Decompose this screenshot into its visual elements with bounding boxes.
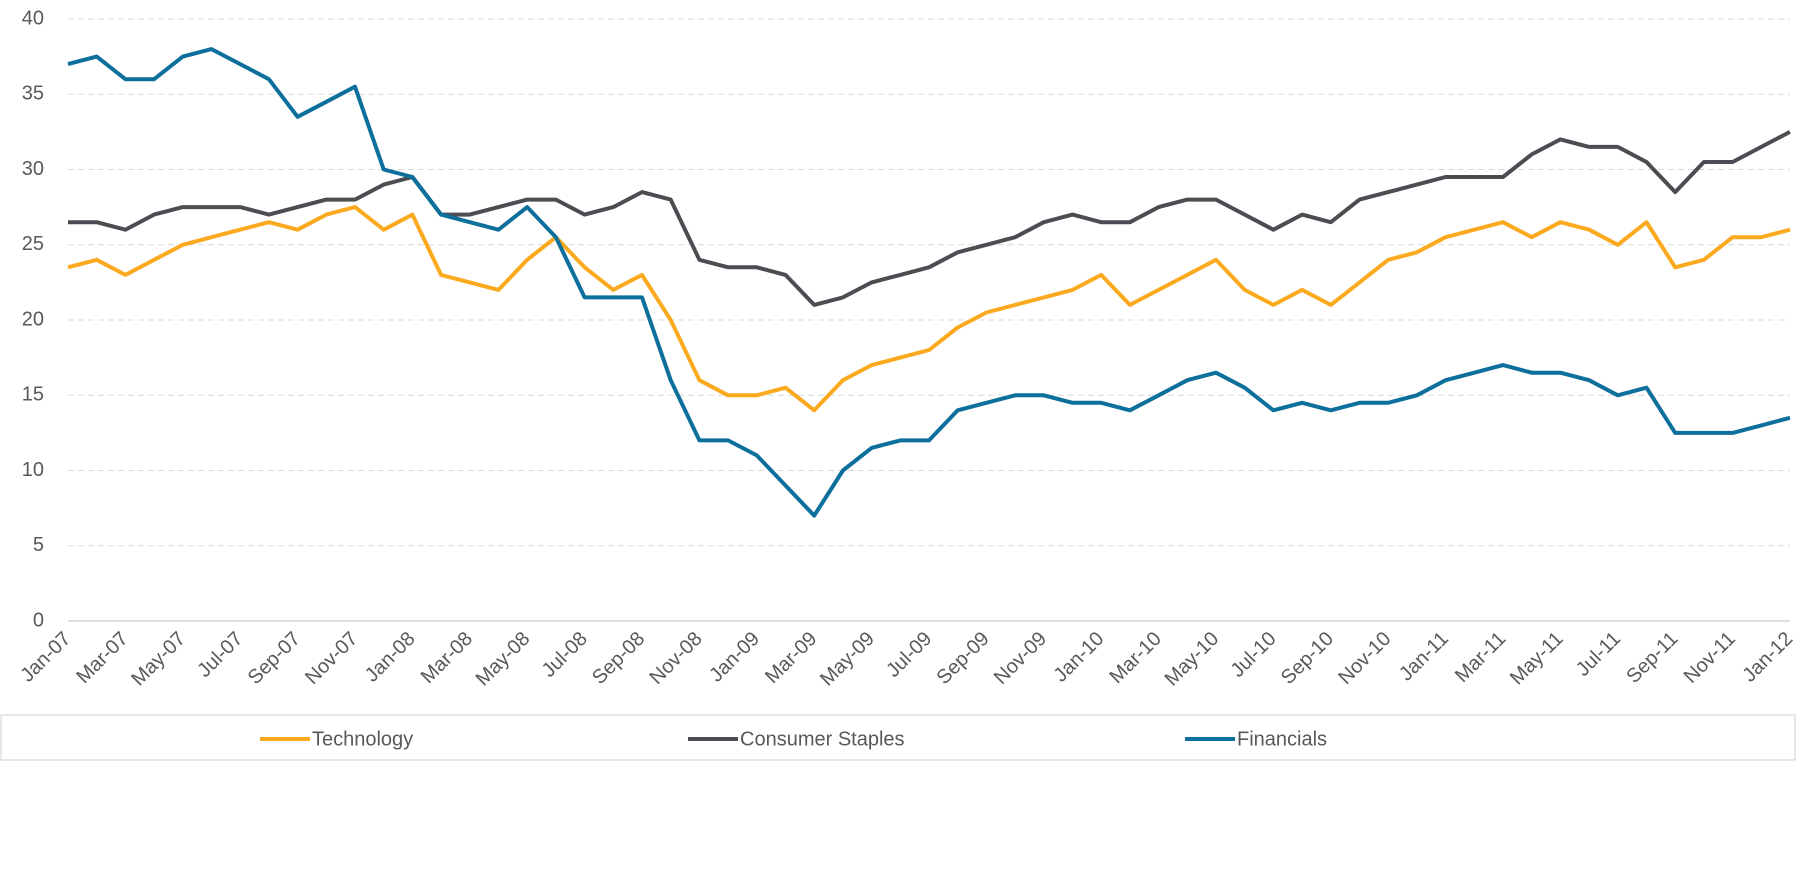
x-tick-label: Sep-10 [1277, 628, 1338, 689]
legend-label: Technology [312, 728, 413, 750]
y-tick-label: 5 [33, 534, 44, 556]
x-tick-label: Sep-08 [588, 628, 649, 689]
x-tick-label: Sep-07 [244, 628, 305, 689]
x-tick-label: Jan-07 [16, 628, 75, 687]
y-tick-label: 30 [22, 158, 44, 180]
x-tick-label: May-07 [127, 628, 190, 691]
x-tick-label: Nov-07 [301, 628, 362, 689]
x-tick-label: Sep-11 [1622, 628, 1682, 688]
y-tick-label: 35 [22, 83, 44, 105]
x-tick-label: Jan-11 [1395, 628, 1453, 686]
x-tick-label: Nov-09 [990, 628, 1051, 689]
x-tick-label: Mar-11 [1451, 628, 1510, 687]
x-tick-label: Nov-11 [1680, 628, 1740, 688]
legend-label: Consumer Staples [740, 728, 905, 750]
x-tick-label: Jan-12 [1738, 628, 1796, 687]
series-line [68, 130, 1791, 307]
x-tick-label: Jan-10 [1050, 628, 1109, 687]
series-line [67, 205, 1791, 413]
x-tick-label: Mar-08 [417, 628, 477, 688]
x-tick-label: May-10 [1161, 628, 1224, 691]
x-tick-label: Mar-10 [1106, 628, 1166, 688]
x-tick-label: May-09 [816, 628, 879, 691]
x-tick-label: Jul-11 [1572, 628, 1625, 681]
series-line [67, 47, 1791, 518]
y-tick-label: 25 [22, 233, 44, 255]
x-tick-label: Jul-07 [193, 628, 247, 682]
legend-box [0, 714, 1796, 761]
x-tick-label: May-11 [1506, 628, 1568, 690]
x-tick-label: May-08 [472, 628, 535, 691]
x-tick-label: Jan-09 [705, 628, 764, 687]
y-tick-label: 10 [22, 459, 44, 481]
y-tick-label: 40 [22, 7, 44, 29]
y-tick-label: 0 [33, 609, 44, 631]
x-tick-label: Nov-08 [646, 628, 707, 689]
legend-label: Financials [1237, 728, 1327, 750]
x-tick-label: Sep-09 [933, 628, 994, 689]
y-tick-label: 20 [22, 308, 44, 330]
x-tick-label: Jul-08 [538, 628, 592, 682]
x-tick-label: Jul-10 [1227, 628, 1281, 682]
y-tick-label: 15 [22, 384, 44, 406]
x-tick-label: Mar-07 [72, 628, 132, 688]
x-tick-label: Mar-09 [761, 628, 821, 688]
x-tick-label: Jan-08 [361, 628, 420, 687]
x-tick-label: Jul-09 [882, 628, 936, 682]
x-tick-label: Nov-10 [1334, 628, 1395, 689]
